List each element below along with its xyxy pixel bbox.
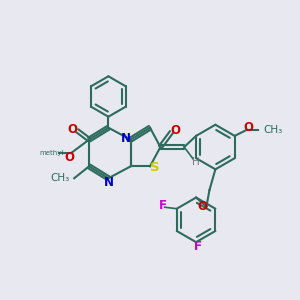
Text: O: O [171,124,181,137]
Text: methyl: methyl [40,150,64,156]
Text: CH₃: CH₃ [50,173,70,183]
Text: S: S [150,161,159,174]
Text: O: O [243,121,253,134]
Text: F: F [194,240,202,253]
Text: O: O [197,200,207,213]
Text: O: O [68,123,78,136]
Text: H: H [192,157,200,167]
Text: N: N [103,176,113,189]
Text: N: N [121,132,131,145]
Text: O: O [65,151,75,164]
Text: F: F [159,199,167,212]
Text: CH₃: CH₃ [264,125,283,135]
